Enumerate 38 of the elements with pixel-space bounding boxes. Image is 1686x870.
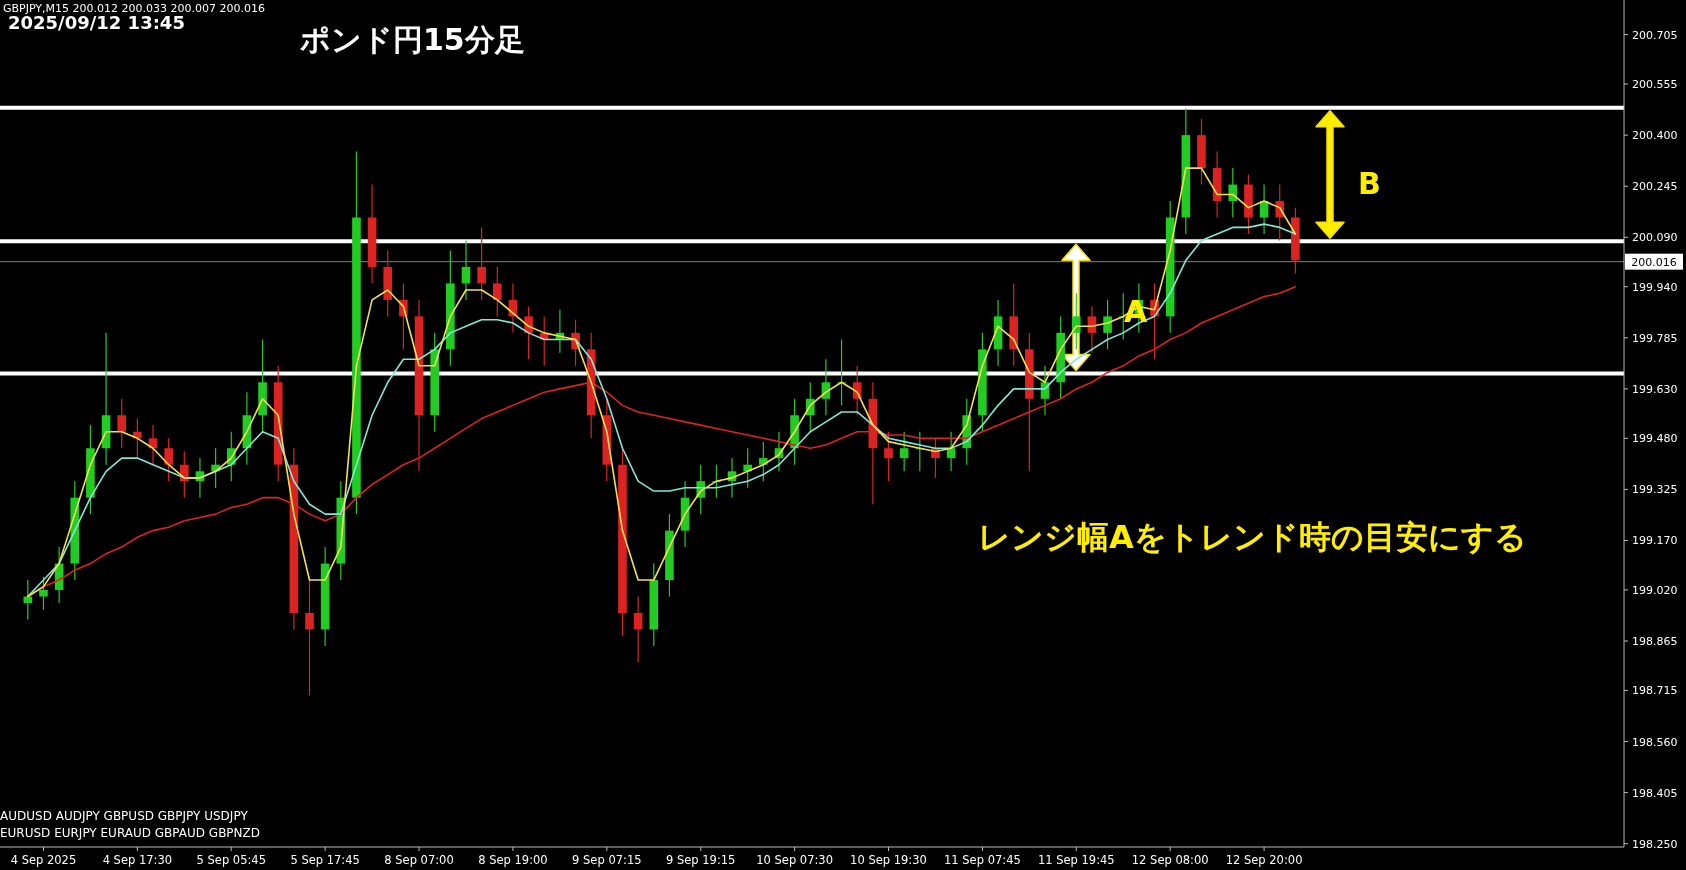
- annotation: EURUSD EURJPY EURAUD GBPAUD GBPNZD: [0, 826, 261, 840]
- x-tick-label: 12 Sep 08:00: [1131, 853, 1209, 867]
- x-tick-label: 12 Sep 20:00: [1225, 853, 1303, 867]
- y-tick-label: 199.785: [1632, 331, 1678, 345]
- text: B: [1358, 166, 1381, 201]
- y-tick-label: 199.170: [1632, 534, 1678, 548]
- y-tick-label: 200.090: [1632, 231, 1678, 245]
- y-tick-label: 199.480: [1632, 432, 1678, 446]
- x-tick-label: 11 Sep 07:45: [944, 853, 1021, 867]
- y-tick-label: 198.405: [1632, 786, 1678, 800]
- x-tick-label: 5 Sep 17:45: [290, 853, 360, 867]
- y-tick-label: 200.705: [1632, 28, 1678, 42]
- x-tick-label: 9 Sep 07:15: [572, 853, 642, 867]
- ref-line-label: 200.016: [1631, 256, 1677, 270]
- x-tick-label: 8 Sep 19:00: [478, 853, 548, 867]
- y-tick-label: 199.325: [1632, 483, 1678, 497]
- y-tick-label: 200.400: [1632, 129, 1678, 143]
- x-tick-label: 4 Sep 17:30: [102, 853, 173, 867]
- x-tick-label: 10 Sep 19:30: [850, 853, 927, 867]
- x-tick-label: 10 Sep 07:30: [756, 853, 833, 867]
- y-tick-label: 199.630: [1632, 382, 1678, 396]
- y-tick-label: 200.245: [1632, 180, 1678, 194]
- y-tick-label: 198.715: [1632, 684, 1678, 698]
- text: ポンド円15分足: [300, 22, 525, 57]
- y-tick-label: 200.555: [1632, 78, 1678, 92]
- x-tick-label: 5 Sep 05:45: [196, 853, 266, 867]
- x-tick-label: 9 Sep 19:15: [666, 853, 736, 867]
- annotation: GBPJPY,M15 200.012 200.033 200.007 200.016: [3, 2, 265, 15]
- y-tick-label: 198.250: [1632, 837, 1678, 851]
- x-tick-label: 11 Sep 19:45: [1037, 853, 1115, 867]
- y-tick-label: 199.020: [1632, 583, 1678, 597]
- annotation: AUDUSD AUDJPY GBPUSD GBPJPY USDJPY: [0, 809, 249, 823]
- y-tick-label: 198.560: [1632, 735, 1678, 749]
- y-tick-label: 198.865: [1632, 635, 1678, 649]
- annotation: レンジ幅Aをトレンド時の目安にする: [978, 518, 1527, 556]
- x-tick-label: 4 Sep 2025: [10, 853, 77, 867]
- x-tick-label: 8 Sep 07:00: [384, 853, 454, 867]
- y-tick-label: 199.940: [1632, 280, 1678, 294]
